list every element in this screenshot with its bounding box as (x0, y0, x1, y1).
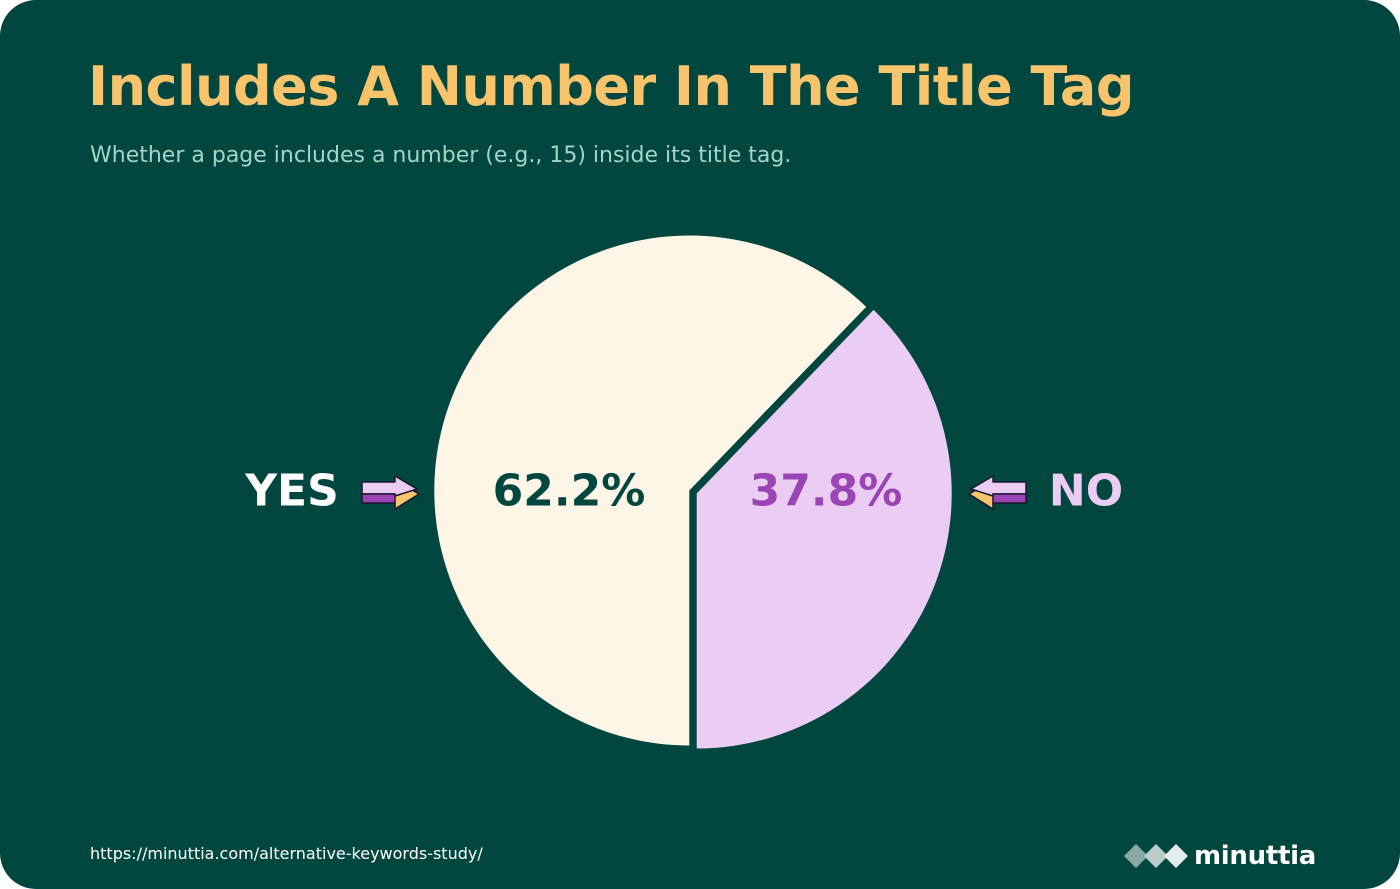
arrow-yes-band (361, 493, 396, 504)
chart-subtitle: Whether a page includes a number (e.g., … (90, 143, 792, 168)
category-label-yes: YES (244, 466, 339, 517)
value-label-yes: 62.2% (493, 466, 646, 517)
brand-name: minuttia (1194, 841, 1316, 871)
value-label-no: 37.8% (750, 466, 903, 517)
pie-slice-no (696, 309, 952, 749)
pie-slices (434, 235, 952, 749)
arrow-no-band (992, 493, 1027, 504)
arrow-left-icon (968, 475, 1027, 510)
category-label-no: NO (1049, 466, 1123, 517)
source-link[interactable]: https://minuttia.com/alternative-keyword… (90, 844, 483, 863)
pie-slice-yes (434, 235, 867, 746)
diamond-cluster-logo-icon (1124, 844, 1188, 868)
chart-title: Includes A Number In The Title Tag (88, 55, 1135, 118)
arrow-right-icon (361, 475, 420, 510)
brand-logo: minuttia (1124, 836, 1316, 876)
